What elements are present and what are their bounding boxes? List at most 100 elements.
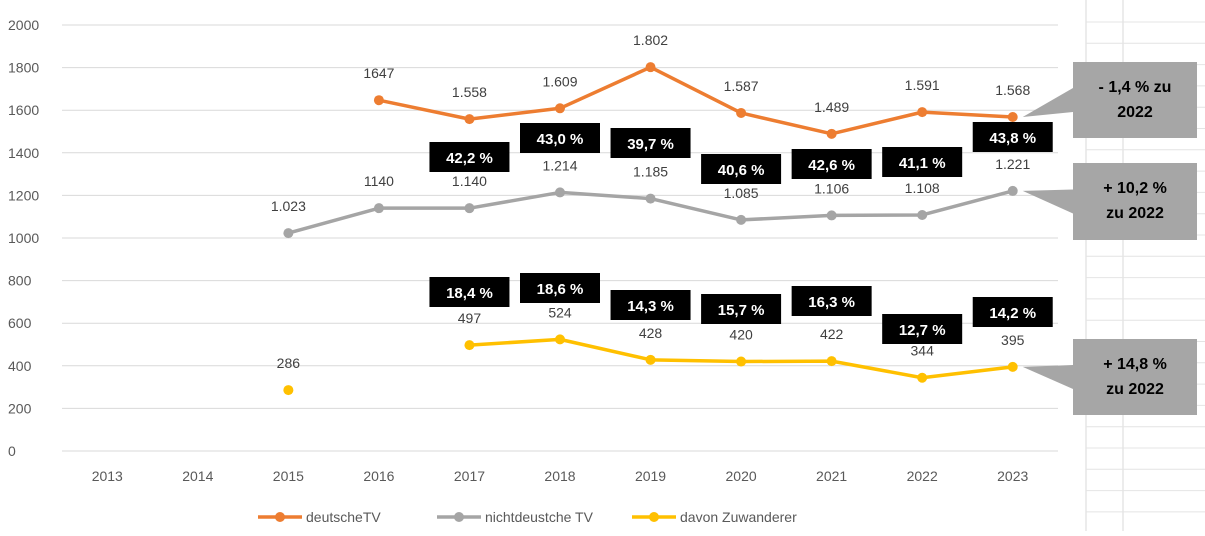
legend-label: nichtdeustche TV: [485, 509, 594, 525]
data-label: 1.085: [724, 185, 759, 201]
share-box: [429, 142, 510, 172]
data-label: 1.221: [995, 156, 1030, 172]
data-point: [373, 203, 384, 214]
x-tick-label: 2013: [92, 468, 123, 484]
data-label: 1.140: [452, 173, 487, 189]
legend-marker: [454, 512, 464, 522]
y-tick-label: 1600: [8, 102, 39, 118]
share-box-label: 18,6 %: [537, 281, 584, 298]
y-tick-label: 0: [8, 443, 16, 459]
data-label: 1.802: [633, 32, 668, 48]
x-tick-label: 2018: [544, 468, 575, 484]
share-box-label: 14,3 %: [627, 298, 674, 315]
share-box-label: 39,7 %: [627, 136, 674, 153]
x-tick-label: 2020: [726, 468, 757, 484]
y-tick-label: 1400: [8, 145, 39, 161]
callout-text: + 10,2 %: [1103, 180, 1167, 197]
callout-text: zu 2022: [1106, 205, 1164, 222]
data-label: 395: [1001, 332, 1025, 348]
legend-marker: [275, 512, 285, 522]
share-box-label: 40,6 %: [718, 162, 765, 179]
data-label: 344: [911, 343, 935, 359]
data-point: [1007, 112, 1018, 123]
y-tick-label: 1000: [8, 230, 39, 246]
share-box: [610, 128, 691, 158]
data-label: 1.214: [542, 157, 577, 173]
data-point: [555, 187, 565, 198]
x-tick-label: 2021: [816, 468, 847, 484]
callout-text: zu 2022: [1106, 381, 1164, 398]
x-tick-label: 2015: [273, 468, 304, 484]
y-tick-label: 600: [8, 315, 32, 331]
data-label: 1.591: [905, 77, 940, 93]
data-point: [555, 103, 565, 114]
data-point: [373, 95, 384, 106]
data-label: 1.558: [452, 84, 487, 100]
callout-box: [1073, 339, 1197, 415]
callout-pointer: [1022, 88, 1073, 118]
data-label: 420: [729, 327, 753, 343]
data-point: [826, 128, 837, 139]
data-point: [283, 228, 294, 239]
share-box: [882, 147, 963, 177]
data-label: 1.489: [814, 99, 849, 115]
data-label: 1.609: [542, 73, 577, 89]
share-box: [791, 286, 872, 316]
share-box: [520, 273, 600, 303]
x-tick-label: 2014: [182, 468, 213, 484]
share-box-label: 14,2 %: [989, 305, 1036, 322]
data-point: [826, 210, 837, 221]
share-box: [610, 290, 691, 320]
share-box: [429, 277, 510, 307]
y-tick-label: 800: [8, 273, 32, 289]
share-box-label: 42,6 %: [808, 157, 855, 174]
share-box-label: 43,0 %: [537, 131, 584, 148]
share-box-label: 15,7 %: [718, 302, 765, 319]
x-tick-label: 2019: [635, 468, 666, 484]
data-point: [826, 356, 837, 367]
callout-box: [1073, 62, 1197, 138]
data-point: [1007, 361, 1018, 372]
data-point: [645, 193, 656, 204]
share-box: [701, 154, 782, 184]
data-point: [464, 114, 475, 125]
data-point: [283, 385, 294, 396]
callout-box: [1073, 163, 1197, 240]
y-tick-label: 1800: [8, 60, 39, 76]
share-box-label: 16,3 %: [808, 294, 855, 311]
share-box: [520, 123, 600, 153]
data-label: 1.106: [814, 180, 849, 196]
data-label: 286: [277, 355, 301, 371]
x-tick-label: 2023: [997, 468, 1028, 484]
data-point: [917, 107, 928, 118]
data-point: [645, 354, 656, 365]
share-box: [972, 122, 1053, 152]
data-point: [1007, 185, 1018, 196]
share-box-label: 18,4 %: [446, 285, 493, 302]
share-box-label: 42,2 %: [446, 150, 493, 167]
share-box: [701, 294, 782, 324]
x-tick-label: 2016: [363, 468, 394, 484]
share-box-label: 41,1 %: [899, 155, 946, 172]
y-tick-label: 1200: [8, 187, 39, 203]
legend-label: davon Zuwanderer: [680, 509, 797, 525]
data-label: 422: [820, 326, 844, 342]
data-point: [464, 203, 475, 214]
data-label: 1.587: [724, 78, 759, 94]
callout-text: 2022: [1117, 104, 1153, 121]
share-box: [791, 149, 872, 179]
data-label: 1.185: [633, 164, 668, 180]
data-label: 1.023: [271, 198, 306, 214]
data-label: 1140: [364, 173, 394, 189]
legend-marker: [649, 512, 659, 522]
share-box: [972, 297, 1053, 327]
data-point: [736, 107, 747, 118]
data-point: [917, 372, 928, 383]
callout-text: - 1,4 % zu: [1099, 79, 1172, 96]
x-tick-label: 2022: [907, 468, 938, 484]
y-tick-label: 200: [8, 400, 32, 416]
x-tick-label: 2017: [454, 468, 485, 484]
data-point: [736, 214, 747, 225]
